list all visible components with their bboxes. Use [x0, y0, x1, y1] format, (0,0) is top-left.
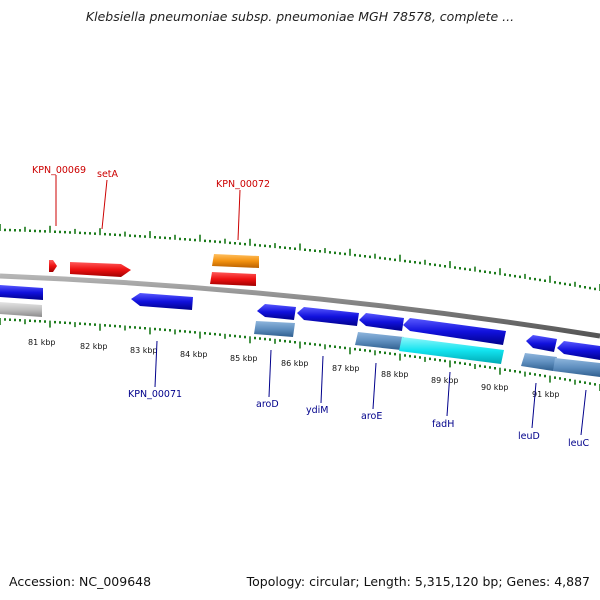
label-leader: [531, 382, 537, 429]
cds-aroe[interactable]: [355, 332, 404, 350]
gene-label-ydim[interactable]: ydiM: [306, 405, 329, 416]
forward-strand-genes: [49, 254, 259, 286]
gene-leud[interactable]: [526, 335, 557, 352]
genome-summary-text: Topology: circular; Length: 5,315,120 bp…: [246, 574, 590, 589]
kbp-label: 84 kbp: [180, 350, 208, 359]
kbp-label: 89 kbp: [431, 376, 459, 385]
label-leader: [101, 179, 108, 230]
label-leader: [320, 355, 324, 404]
label-leader: [446, 371, 451, 417]
gene-seta[interactable]: [70, 262, 131, 277]
gene-arod[interactable]: [257, 304, 296, 320]
gene-label-leuc[interactable]: leuC: [568, 438, 590, 449]
gene-kpn-00071[interactable]: [131, 293, 193, 310]
top-gene-labels: KPN_00069 setA KPN_00072: [32, 165, 270, 241]
outer-tick-ring: [0, 224, 600, 291]
kbp-label: 82 kbp: [80, 342, 108, 351]
kbp-label: 86 kbp: [281, 359, 309, 368]
bottom-gene-labels: KPN_00071 aroD ydiM aroE fadH leuD leuC: [128, 340, 590, 449]
kbp-label: 90 kbp: [481, 383, 509, 392]
label-leader: [268, 349, 272, 398]
gene-label-kpn-00072[interactable]: KPN_00072: [216, 179, 270, 190]
kbp-label: 81 kbp: [28, 338, 56, 347]
cds-leuc[interactable]: [553, 358, 600, 377]
gene-aroe[interactable]: [359, 313, 404, 331]
map-title: Klebsiella pneumoniae subsp. pneumoniae …: [85, 9, 515, 24]
accession-text: Accession: NC_009648: [9, 574, 152, 589]
gene-label-leud[interactable]: leuD: [518, 431, 540, 442]
gene-label-kpn-00071[interactable]: KPN_00071: [128, 389, 182, 400]
cds-arod[interactable]: [254, 321, 295, 337]
gene-kpn-00072[interactable]: [210, 272, 256, 286]
cds-leud[interactable]: [521, 353, 557, 371]
gene-label-arod[interactable]: aroD: [256, 399, 279, 410]
gene-label-aroe[interactable]: aroE: [361, 411, 382, 422]
kbp-label: 85 kbp: [230, 354, 258, 363]
kbp-scale: 81 kbp 82 kbp 83 kbp 84 kbp 85 kbp 86 kb…: [28, 338, 560, 399]
cds-kpn-00072[interactable]: [212, 254, 259, 268]
cds-fadh[interactable]: [399, 337, 504, 364]
gene-label-kpn-00069[interactable]: KPN_00069: [32, 165, 86, 176]
inner-tick-ring: [0, 318, 600, 391]
label-leader: [580, 389, 587, 436]
label-leader: [154, 340, 158, 388]
genome-backbone: [0, 273, 600, 339]
gene-label-fadh[interactable]: fadH: [432, 419, 454, 430]
kbp-label: 83 kbp: [130, 346, 158, 355]
kbp-label: 87 kbp: [332, 364, 360, 373]
gene-leuc[interactable]: [557, 341, 600, 360]
cds-left-partial[interactable]: [0, 302, 42, 317]
gene-ydim[interactable]: [297, 307, 359, 326]
reverse-strand-genes: [0, 285, 600, 377]
kbp-label: 91 kbp: [532, 390, 560, 399]
label-leader: [237, 189, 241, 241]
gene-kpn-00069[interactable]: [49, 260, 57, 272]
gene-label-seta[interactable]: setA: [97, 169, 119, 180]
label-leader: [372, 362, 377, 410]
gene-fadh[interactable]: [403, 318, 506, 345]
kbp-label: 88 kbp: [381, 370, 409, 379]
gene-left-partial[interactable]: [0, 285, 43, 300]
